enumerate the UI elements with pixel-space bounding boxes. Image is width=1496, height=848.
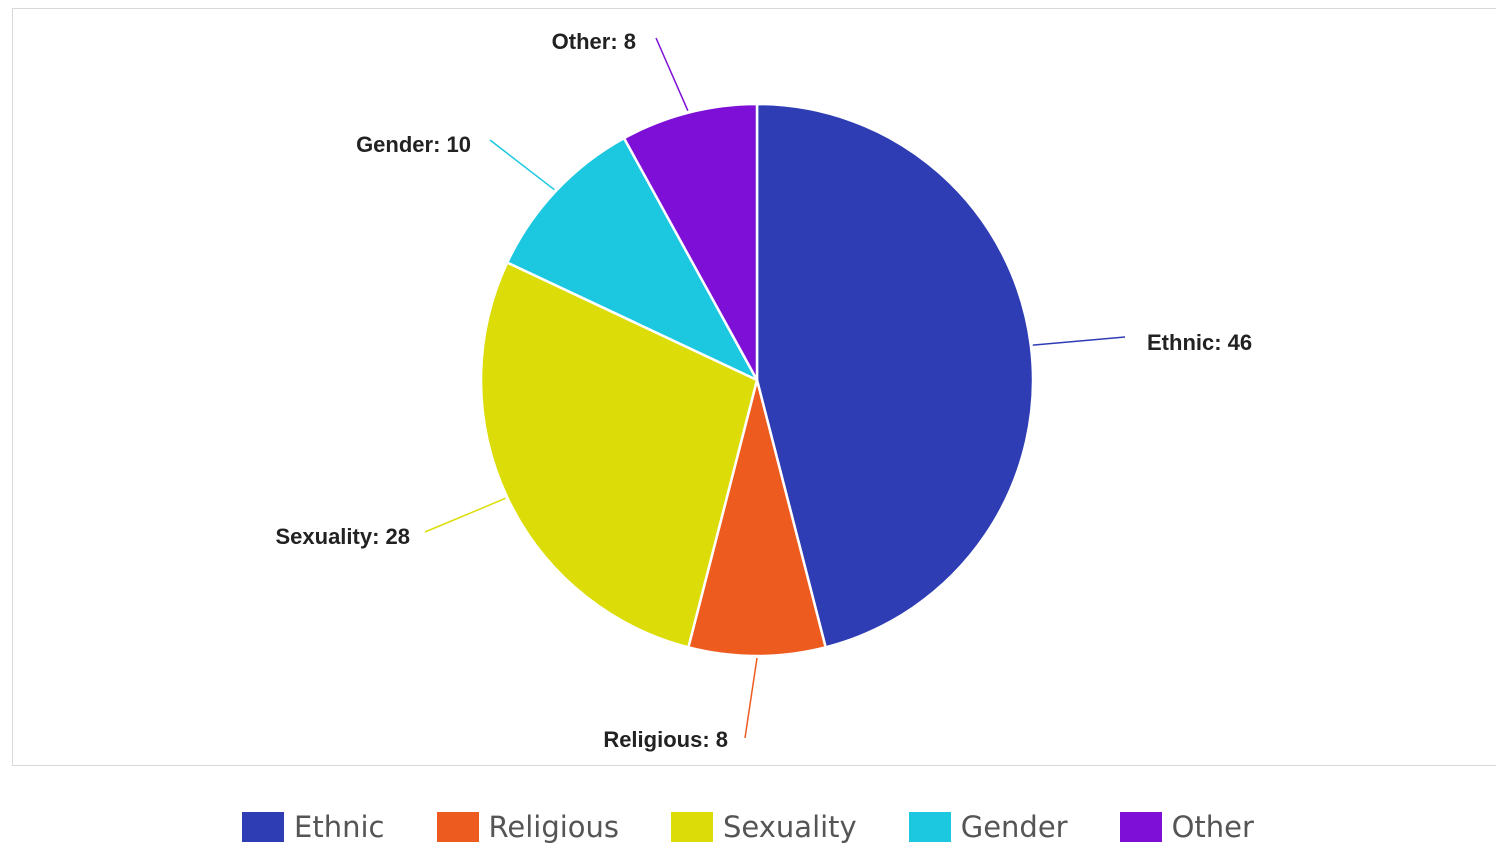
leader-line-gender bbox=[489, 139, 555, 191]
pie-slice-gender[interactable] bbox=[506, 136, 759, 382]
legend-item-ethnic[interactable]: Ethnic bbox=[242, 810, 385, 844]
leader-line-religious bbox=[744, 657, 758, 739]
legend-item-gender[interactable]: Gender bbox=[908, 810, 1068, 844]
legend-swatch-ethnic bbox=[242, 812, 285, 842]
slice-label-ethnic: Ethnic: 46 bbox=[1147, 330, 1252, 355]
leader-line-sexuality bbox=[424, 497, 506, 533]
legend-item-religious[interactable]: Religious bbox=[436, 810, 620, 844]
legend-swatch-religious bbox=[436, 812, 479, 842]
legend-swatch-sexuality bbox=[671, 812, 714, 842]
slice-label-sexuality: Sexuality: 28 bbox=[275, 524, 410, 549]
slice-labels: Ethnic: 46 Religious: 8 Sexuality: 28 Gende… bbox=[275, 29, 1252, 752]
legend-label-gender: Gender bbox=[960, 810, 1068, 844]
leader-line-other bbox=[655, 37, 689, 112]
pie-slice-other[interactable] bbox=[622, 102, 759, 382]
legend-item-other[interactable]: Other bbox=[1119, 810, 1254, 844]
legend-label-sexuality: Sexuality bbox=[723, 810, 857, 844]
legend-label-ethnic: Ethnic bbox=[294, 810, 385, 844]
legend-label-religious: Religious bbox=[488, 810, 620, 844]
leader-line-ethnic bbox=[1032, 336, 1126, 346]
legend-swatch-other bbox=[1119, 812, 1162, 842]
pie-slice-ethnic[interactable] bbox=[755, 102, 1035, 649]
legend-label-other: Other bbox=[1171, 810, 1254, 844]
pie-slices bbox=[479, 102, 1035, 658]
label-leader-lines bbox=[424, 37, 1126, 739]
legend-swatch-gender bbox=[908, 812, 951, 842]
slice-label-gender: Gender: 10 bbox=[356, 132, 471, 157]
legend: Ethnic Religious Sexuality Gender Other bbox=[0, 806, 1496, 848]
pie-slice-religious[interactable] bbox=[687, 378, 827, 658]
slice-label-religious: Religious: 8 bbox=[603, 727, 728, 752]
pie-slice-sexuality[interactable] bbox=[479, 261, 759, 649]
legend-item-sexuality[interactable]: Sexuality bbox=[671, 810, 857, 844]
slice-label-other: Other: 8 bbox=[552, 29, 636, 54]
